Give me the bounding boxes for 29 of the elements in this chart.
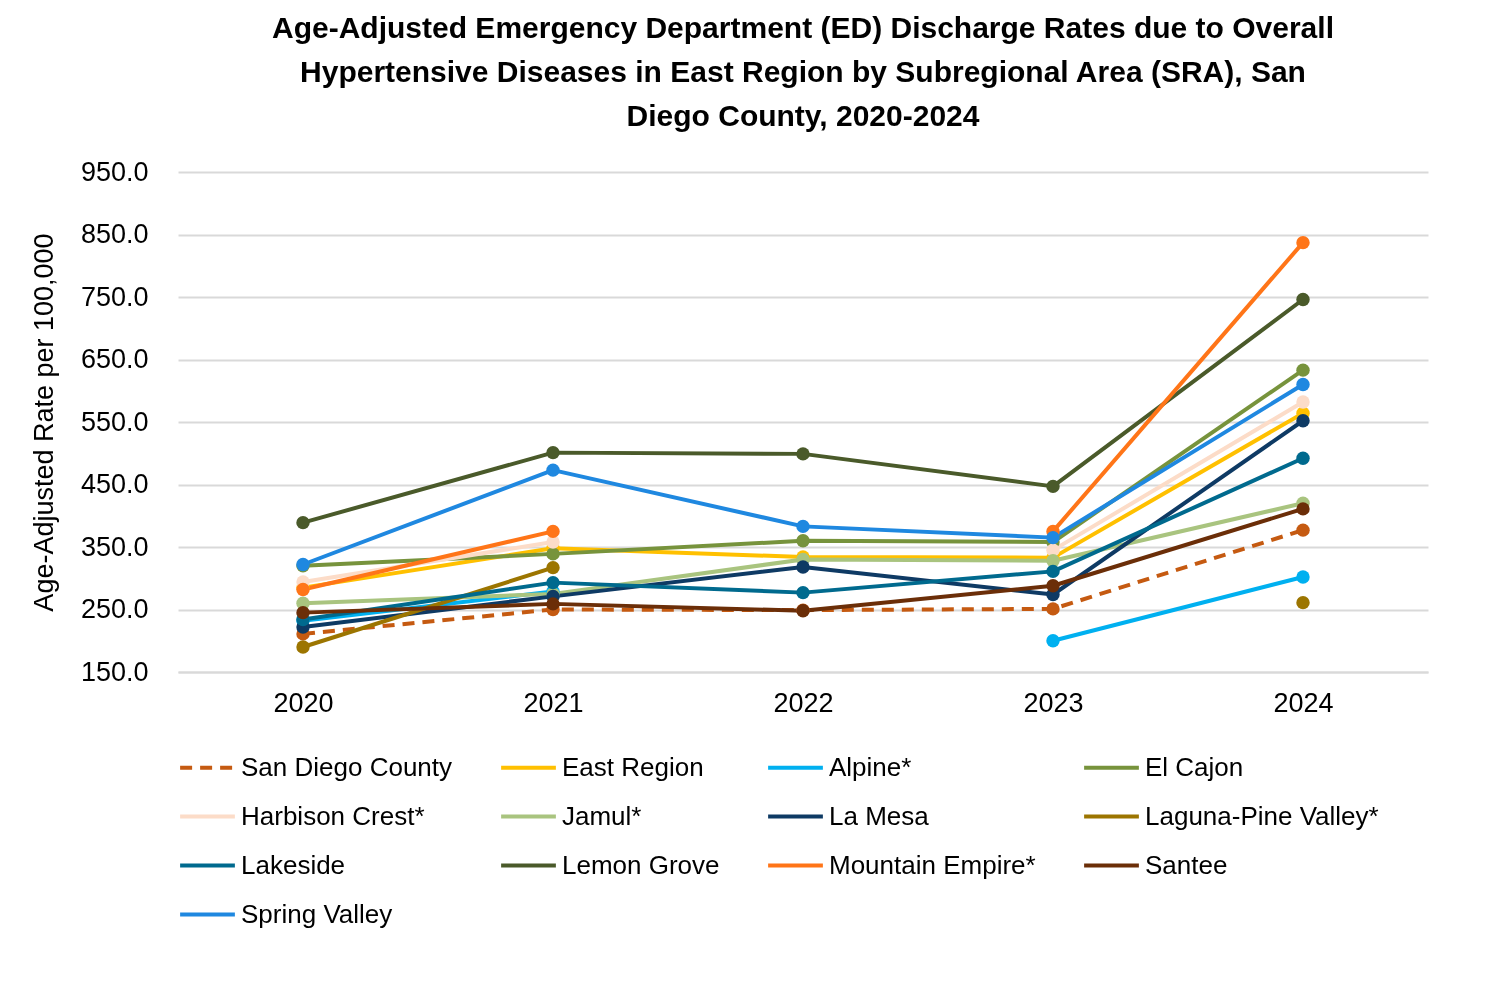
x-tick-label: 2021 — [523, 687, 584, 718]
y-tick-label: 750.0 — [80, 281, 149, 312]
legend-label: Mountain Empire* — [829, 849, 1036, 880]
legend-label: San Diego County — [241, 751, 453, 782]
chart-title: Age-Adjusted Emergency Department (ED) Discharge Rates due to Overall Hypertensive Diseases in East Region by Subregional Area (SRA), San Diego County, 2020-2024 — [272, 11, 1334, 132]
y-tick-label: 350.0 — [80, 531, 149, 562]
x-tick-label: 2022 — [773, 687, 834, 718]
y-tick-label: 250.0 — [80, 594, 149, 624]
legend-label: Jamul* — [562, 800, 642, 831]
legend-label: East Region — [562, 751, 704, 782]
legend-label: Lemon Grove — [562, 849, 720, 880]
y-tick-label: 450.0 — [80, 469, 149, 499]
y-tick-label: 150.0 — [80, 656, 149, 687]
legend-label: Laguna-Pine Valley* — [1145, 800, 1379, 831]
y-tick-label: 550.0 — [80, 406, 149, 437]
x-tick-label: 2023 — [1023, 687, 1084, 718]
legend-label: La Mesa — [829, 800, 930, 831]
legend-label: El Cajon — [1145, 751, 1244, 782]
legend-label: Harbison Crest* — [241, 800, 425, 831]
legend-label: Alpine* — [829, 751, 912, 782]
legend-label: Spring Valley — [241, 898, 393, 929]
y-tick-label: 850.0 — [80, 219, 149, 249]
legend-label: Santee — [1145, 849, 1228, 880]
x-tick-label: 2020 — [273, 687, 334, 718]
legend-label: Lakeside — [241, 849, 346, 880]
y-axis-title: Age-Adjusted Rate per 100,000 — [28, 233, 59, 612]
y-tick-label: 950.0 — [80, 156, 149, 187]
y-tick-label: 650.0 — [80, 344, 149, 374]
x-tick-label: 2024 — [1273, 687, 1334, 718]
